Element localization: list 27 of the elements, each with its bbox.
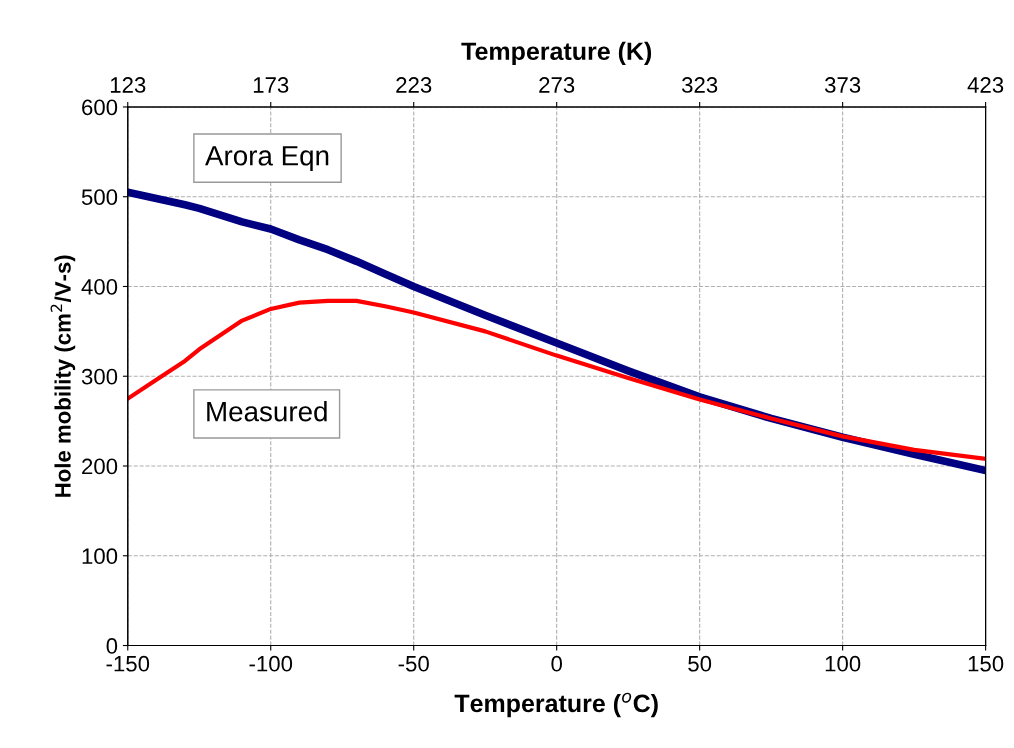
x-tick-label: 0 [551, 655, 562, 672]
x-tick-label: -150 [106, 655, 150, 672]
y-tick-label: 500 [81, 189, 118, 205]
x2-tick-label: 123 [110, 77, 146, 93]
y-tick-label: 100 [82, 548, 118, 565]
series-label: Measured [207, 401, 327, 422]
y-axis-title: Hole mobility (cm$^{2}$/V-s) [50, 255, 76, 497]
y-tick-label: 200 [82, 458, 118, 475]
x2-tick-label: 273 [539, 77, 575, 93]
x2-tick-label: 373 [824, 77, 861, 93]
x-tick-label: 50 [688, 655, 712, 672]
x-tick-label: 100 [825, 655, 861, 672]
y-tick-label: 400 [81, 279, 118, 295]
x-tick-label: -50 [398, 655, 429, 672]
x2-tick-label: 223 [396, 77, 432, 93]
x2-tick-label: 173 [253, 77, 289, 93]
y-tick-label: 600 [82, 99, 118, 116]
y-tick-label: 300 [81, 368, 118, 385]
x2-tick-label: 423 [967, 77, 1004, 93]
line-series [127, 298, 986, 461]
x2-axis-title: Temperature (K) [461, 41, 652, 66]
x-axis-title: Temperature ($^{o}$C) [454, 692, 658, 718]
y-tick-label: 0 [106, 638, 118, 654]
x2-tick-label: 323 [681, 77, 718, 93]
x-tick-label: 150 [968, 655, 1004, 672]
x-tick-label: -100 [249, 655, 293, 672]
series-label: Arora Eqn [205, 146, 329, 172]
